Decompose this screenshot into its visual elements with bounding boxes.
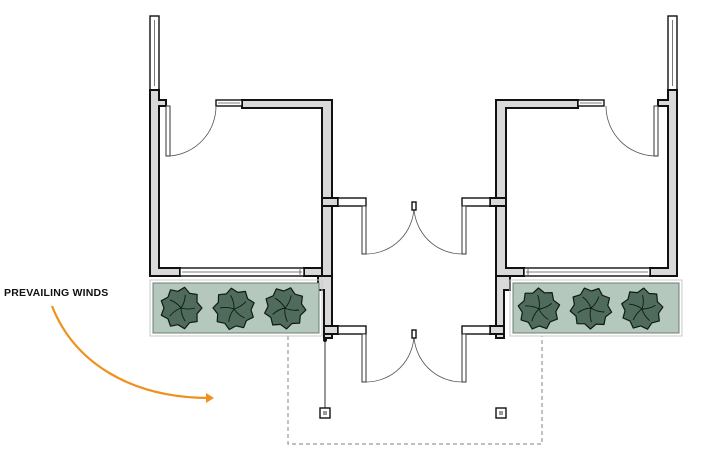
left-upper-door-frame	[337, 197, 367, 207]
door-stop	[411, 329, 417, 339]
right-lower-door-frame	[461, 325, 491, 335]
tree-icon	[160, 286, 203, 330]
right-upper-door-frame	[461, 197, 491, 207]
tree-icon	[517, 287, 561, 330]
door-swing-icon	[365, 205, 415, 255]
left-outer-wall	[149, 89, 181, 277]
left-upper-pier	[321, 197, 339, 207]
left-top-wall	[241, 99, 333, 291]
tree-icon	[264, 287, 307, 330]
left-upper-door-leaf[interactable]	[361, 205, 367, 255]
left-planter-rim	[149, 279, 323, 337]
right-upper-pier	[489, 197, 507, 207]
door-swing-icon	[413, 205, 463, 255]
tree-icon	[621, 287, 664, 330]
right-top-wall	[495, 99, 579, 277]
right-lower-pier	[489, 325, 505, 335]
left-bottom-wall	[303, 267, 323, 277]
prevailing-winds-label: PREVAILING WINDS	[4, 287, 109, 299]
right-corridor-wall	[495, 275, 511, 339]
tree-icon	[569, 287, 613, 330]
left-lower-door-leaf[interactable]	[361, 333, 367, 383]
door-swing-icon	[365, 333, 415, 383]
right-lower-door-leaf[interactable]	[461, 333, 467, 383]
door-swing-icon	[169, 105, 217, 157]
trees	[160, 286, 664, 331]
left-lower-pier	[323, 325, 339, 335]
door-swing-icon	[605, 105, 655, 157]
right-interior-door-leaf[interactable]	[653, 105, 659, 157]
canopy-outline	[287, 336, 543, 445]
right-planter-rim	[509, 279, 683, 337]
left-lower-door-frame	[337, 325, 367, 335]
left-unit	[149, 15, 415, 383]
door-stop	[411, 201, 417, 211]
left-interior-door-leaf[interactable]	[165, 105, 171, 157]
door-swing-icon	[413, 333, 463, 383]
tree-icon	[212, 287, 255, 331]
right-upper-door-leaf[interactable]	[461, 205, 467, 255]
right-outer-wall	[649, 89, 678, 277]
wind-arrow-icon	[50, 305, 214, 403]
